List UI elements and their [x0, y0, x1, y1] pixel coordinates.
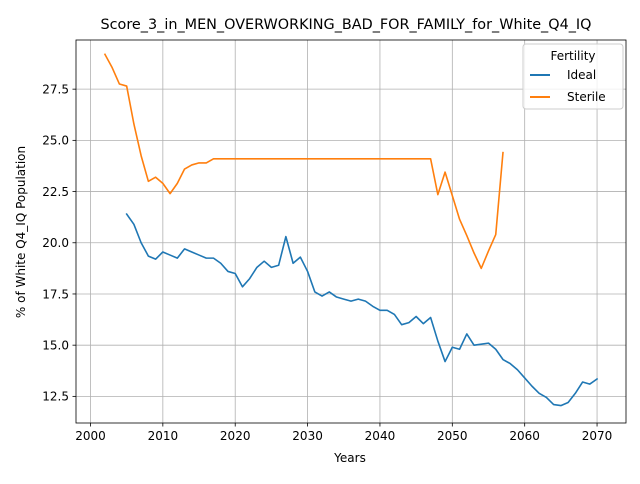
- plot-frame: [75, 39, 627, 424]
- x-tick-label: 2010: [148, 429, 179, 443]
- y-tick-label: 20.0: [42, 236, 69, 250]
- x-tick-label: 2030: [292, 429, 323, 443]
- y-tick-label: 12.5: [42, 390, 69, 404]
- y-tick-label: 25.0: [42, 134, 69, 148]
- legend-label-sterile: Sterile: [567, 90, 606, 104]
- y-tick-label: 22.5: [42, 185, 69, 199]
- series-line-sterile: [103, 53, 504, 270]
- series-line-ideal: [125, 212, 599, 407]
- y-tick-label: 27.5: [42, 82, 69, 96]
- x-tick-label: 2070: [582, 429, 613, 443]
- x-tick-label: 2060: [509, 429, 540, 443]
- y-tick-label: 17.5: [42, 287, 69, 301]
- chart-title: Score_3_in_MEN_OVERWORKING_BAD_FOR_FAMIL…: [100, 17, 591, 33]
- legend-label-ideal: Ideal: [567, 68, 596, 82]
- y-axis-ticks: 12.5 15.0 17.5 20.0 22.5 25.0 27.5: [42, 82, 76, 404]
- x-tick-label: 2050: [437, 429, 468, 443]
- x-axis-ticks: 2000 2010 2020 2030 2040 2050 2060 2070: [75, 423, 612, 443]
- x-tick-label: 2020: [220, 429, 251, 443]
- legend-box: [522, 43, 624, 110]
- y-axis-label: % of White Q4_IQ Population: [14, 146, 28, 318]
- x-axis-label: Years: [333, 451, 366, 465]
- series-lines: [103, 53, 599, 407]
- x-tick-label: 2040: [365, 429, 396, 443]
- x-tick-label: 2000: [75, 429, 106, 443]
- y-tick-label: 15.0: [42, 338, 69, 352]
- legend-title: Fertility: [550, 49, 595, 63]
- legend: Fertility Ideal Sterile: [522, 43, 624, 110]
